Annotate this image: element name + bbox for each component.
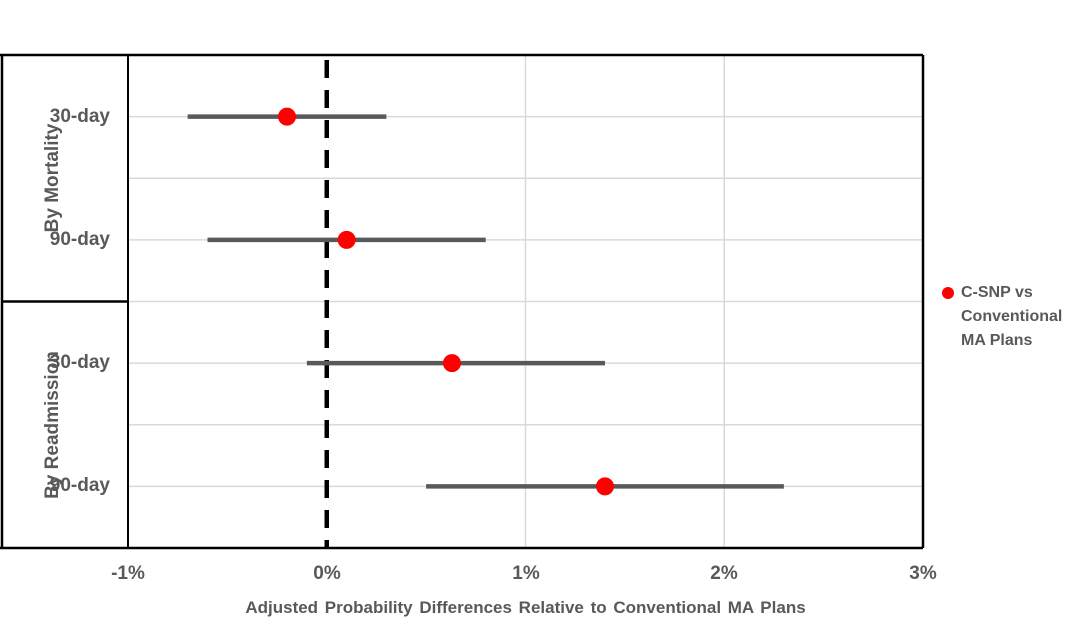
legend-label: C-SNP vs Conventional MA Plans <box>961 281 1062 353</box>
data-point <box>596 477 614 496</box>
legend-marker-circle-icon <box>942 287 954 299</box>
legend: C-SNP vs Conventional MA Plans <box>942 281 1088 353</box>
category-label-mortality-30day: 30-day <box>49 106 110 127</box>
category-label-readmission-30day: 30-day <box>49 352 110 373</box>
legend-label-line3: MA Plans <box>961 332 1033 349</box>
data-point <box>442 354 461 373</box>
data-point <box>278 107 296 126</box>
data-point <box>337 230 356 249</box>
category-label-readmission-90day: 90-day <box>49 475 110 496</box>
group-label-mortality: By Mortality <box>42 123 63 233</box>
x-axis-tick-2pct: 2% <box>710 563 738 584</box>
x-axis-tick-3pct: 3% <box>909 563 937 584</box>
legend-label-line1: C-SNP vs <box>961 284 1033 301</box>
legend-label-line2: Conventional <box>961 308 1063 325</box>
x-axis-tick-1pct: 1% <box>512 563 540 584</box>
category-label-mortality-90day: 90-day <box>49 229 110 250</box>
x-axis-tick-neg1pct: -1% <box>111 563 145 584</box>
x-axis-title: Adjusted Probability Differences Relativ… <box>245 598 806 617</box>
x-axis-tick-0pct: 0% <box>313 563 341 584</box>
